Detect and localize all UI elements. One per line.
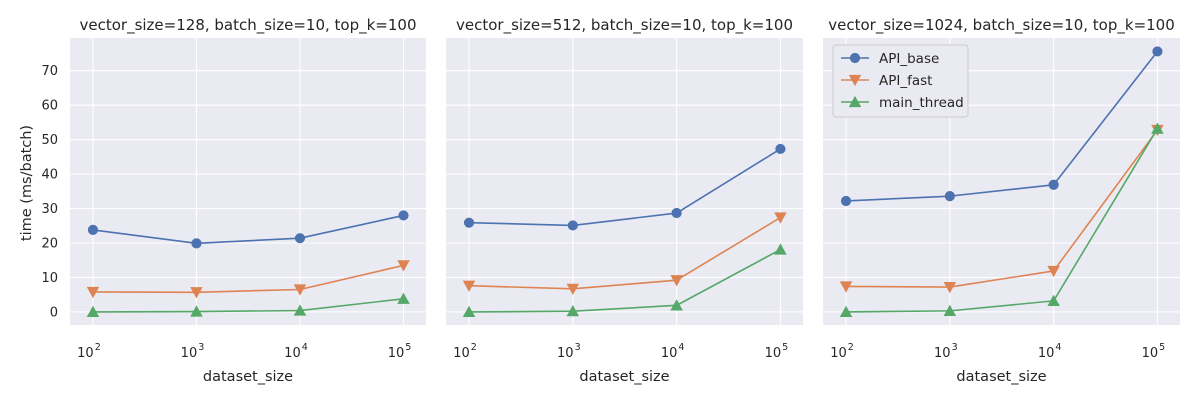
panel-title: vector_size=128, batch_size=10, top_k=10… [80, 16, 417, 35]
x-tick-label: 105 [765, 342, 789, 361]
data-point-main-thread [774, 243, 787, 255]
plot-area [70, 38, 426, 325]
data-point-API-fast [397, 260, 410, 272]
data-point-main-thread [670, 299, 683, 311]
data-point-main-thread [839, 305, 853, 317]
x-axis-label: dataset_size [956, 369, 1046, 385]
y-axis-label: time (ms/batch) [19, 125, 35, 241]
data-point-main-thread [1151, 122, 1164, 134]
data-point-API-fast [943, 282, 957, 294]
x-tick-label: 105 [1142, 342, 1166, 361]
series-line-API-fast [92, 264, 404, 294]
data-point-API-base [191, 238, 202, 249]
legend-marker [848, 95, 862, 108]
data-point-API-base [87, 224, 99, 236]
series-line-API-fast [469, 216, 781, 290]
y-tick-label: 70 [41, 64, 58, 79]
panel-title: vector_size=512, batch_size=10, top_k=10… [456, 16, 793, 35]
data-point-API-base [775, 143, 786, 155]
data-point-API-base [567, 220, 578, 231]
series-line-main-thread [846, 128, 1159, 313]
legend-label: API_fast [879, 73, 932, 89]
y-tick-label: 0 [50, 305, 58, 320]
series-line-main-thread [469, 248, 781, 313]
x-tick-label: 102 [830, 342, 854, 361]
data-point-main-thread [566, 305, 580, 317]
legend-label: main_thread [879, 95, 964, 111]
legend-label: API_base [879, 51, 939, 67]
legend-marker [848, 74, 862, 87]
data-point-API-base [463, 217, 475, 228]
data-point-main-thread [86, 305, 100, 317]
legend: API_base API_fast main_thread [832, 44, 969, 118]
legend-marker [849, 52, 861, 64]
data-point-API-base [671, 207, 682, 219]
x-tick-label: 104 [1038, 342, 1062, 361]
x-tick-label: 102 [77, 342, 101, 361]
x-tick-label: 103 [557, 342, 581, 361]
data-point-API-base [294, 233, 306, 244]
data-point-API-fast [462, 280, 476, 292]
plot-area [446, 38, 803, 325]
data-point-API-base [944, 191, 955, 202]
x-tick-label: 103 [181, 342, 205, 361]
panel-3: vector_size=1024, batch_size=10, top_k=1… [823, 16, 1180, 385]
x-tick-label: 102 [453, 342, 477, 361]
data-point-API-base [1048, 179, 1059, 190]
data-point-API-fast [670, 275, 683, 287]
series-line-API-base [92, 214, 404, 245]
y-tick-label: 10 [41, 271, 58, 286]
y-tick-label: 40 [41, 168, 58, 183]
data-point-API-base [840, 195, 852, 207]
legend-box [832, 44, 969, 118]
data-point-API-fast [1047, 265, 1060, 278]
series-line-API-fast [846, 129, 1159, 288]
data-point-API-fast [774, 212, 787, 224]
data-point-main-thread [190, 305, 203, 317]
x-axis-label: dataset_size [203, 369, 293, 385]
data-point-API-fast [293, 284, 307, 296]
data-point-main-thread [462, 305, 476, 317]
panel-2: vector_size=512, batch_size=10, top_k=10… [446, 16, 803, 385]
x-tick-label: 103 [934, 342, 958, 361]
x-tick-label: 104 [284, 342, 308, 361]
x-tick-label: 105 [388, 342, 412, 361]
data-point-API-fast [86, 286, 100, 299]
series-line-API-base [469, 148, 781, 227]
series-line-API-base [845, 50, 1159, 202]
x-tick-label: 104 [661, 342, 685, 361]
y-tick-label: 50 [41, 133, 58, 148]
panel-title: vector_size=1024, batch_size=10, top_k=1… [828, 16, 1175, 35]
data-point-API-fast [566, 283, 580, 295]
data-point-main-thread [943, 304, 957, 316]
y-tick-label: 20 [41, 237, 58, 252]
data-point-API-base [1152, 46, 1163, 57]
data-point-API-fast [839, 281, 853, 293]
series-line-main-thread [92, 298, 404, 313]
panel-1: vector_size=128, batch_size=10, top_k=10… [41, 16, 426, 385]
data-point-main-thread [1047, 294, 1060, 306]
y-tick-label: 30 [41, 202, 58, 217]
data-point-API-fast [190, 287, 203, 299]
data-point-main-thread [293, 304, 307, 316]
y-tick-label: 60 [41, 99, 58, 114]
data-point-main-thread [397, 292, 410, 304]
data-point-API-base [398, 210, 409, 221]
x-axis-label: dataset_size [579, 369, 669, 385]
